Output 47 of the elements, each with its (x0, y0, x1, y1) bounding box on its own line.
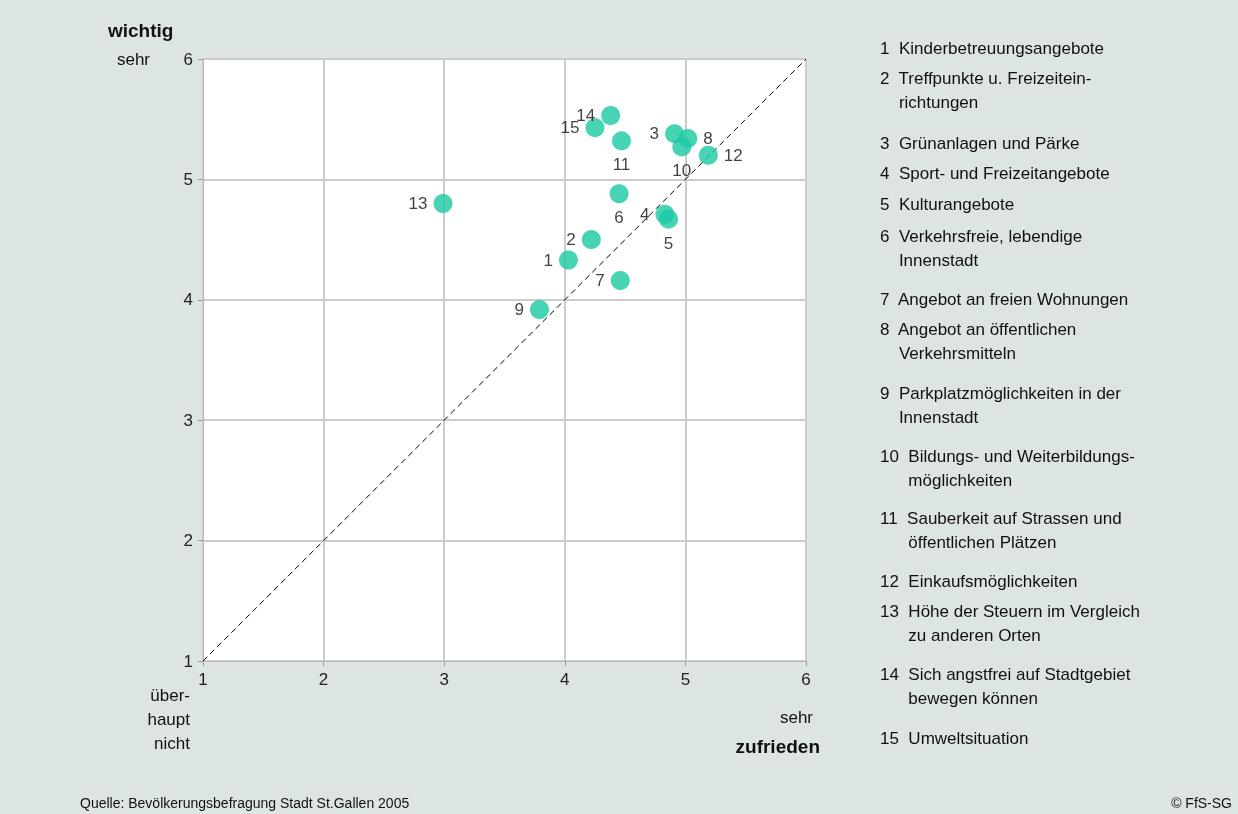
text: 10 Bildungs- und Weiterbildungs- möglichkeiten (880, 446, 1135, 490)
text: sehr (116, 49, 151, 69)
annotation: 7 (595, 271, 605, 291)
text: 9 Parkplatzmöglichkeiten in der Innenstadt (880, 383, 1122, 427)
text: sehr (779, 707, 814, 727)
text: 6 Verkehrsfreie, lebendige Innenstadt (880, 226, 1083, 270)
annotation: 9 (514, 299, 524, 319)
text: über- haupt nicht (147, 685, 191, 753)
y-tick-label: 4 (183, 290, 193, 310)
text: 8 Angebot an öffentlichen Verkehrsmitteln (880, 319, 1077, 363)
y-tick-label: 5 (183, 169, 193, 189)
text: 3 Grünanlagen und Pärke (880, 133, 1080, 153)
y-tick-label: 6 (183, 49, 193, 69)
text: 5 Kulturangebote (880, 194, 1015, 214)
text: 14 Sich angstfrei auf Stadtgebiet bewegen können (880, 664, 1131, 708)
text: 15 Umweltsituation (880, 728, 1029, 748)
annotation: 1 (543, 250, 553, 270)
x-axis-title: zufrieden (735, 735, 820, 757)
x-tick-label: 3 (439, 670, 449, 689)
text: © FfS-SG (1171, 795, 1232, 811)
text: 12 Einkaufsmöglichkeiten (880, 571, 1078, 591)
annotation: 4 (639, 204, 650, 224)
x-tick-label: 1 (198, 670, 208, 689)
text: 7 Angebot an freien Wohnungen (880, 289, 1129, 309)
x-tick-label: 4 (560, 670, 570, 689)
annotation: 11 (612, 155, 631, 175)
x-tick-label: 6 (801, 670, 811, 689)
text: 13 Höhe der Steuern im Vergleich zu anderen Orten (880, 601, 1140, 645)
text: 2 Treffpunkte u. Freizeitein- richtungen (880, 68, 1092, 112)
annotation: 13 (408, 193, 428, 213)
annotation: 12 (723, 145, 743, 165)
text: 1 Kinderbetreuungsangebote (880, 38, 1105, 58)
annotation: 3 (649, 124, 660, 144)
annotation: 2 (566, 230, 576, 250)
annotation: 6 (614, 208, 624, 228)
x-tick-label: 5 (680, 670, 691, 689)
y-tick-label: 1 (183, 651, 193, 671)
text: 4 Sport- und Freizeitangebote (880, 163, 1110, 183)
x-tick-label: 2 (318, 670, 329, 689)
y-tick-label: 3 (183, 410, 193, 430)
y-axis-title: wichtig (107, 19, 174, 41)
annotation: 8 (703, 128, 713, 148)
annotation: 10 (672, 161, 692, 181)
y-tick-label: 2 (183, 531, 193, 551)
text: 11 Sauberkeit auf Strassen und öffentlichen Plätzen (880, 508, 1122, 552)
annotation: 5 (663, 233, 674, 253)
source-note: Quelle: Bevölkerungsbefragung Stadt St.Gallen 2005 (80, 795, 410, 811)
